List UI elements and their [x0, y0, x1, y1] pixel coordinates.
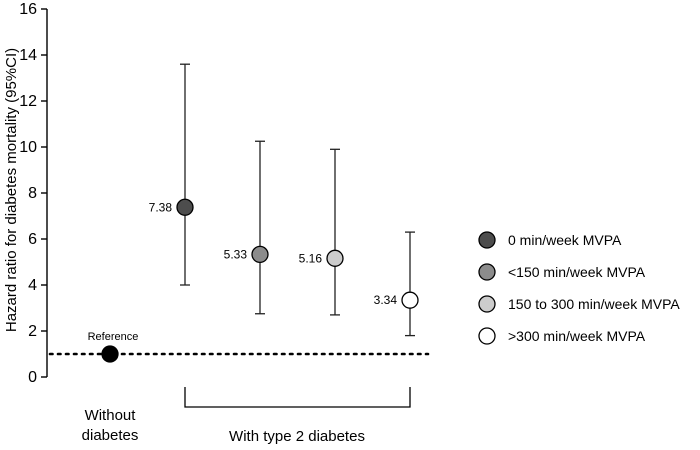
group-bracket: [184, 387, 411, 408]
legend-marker-2: [478, 295, 496, 313]
y-tick-label-8: 16: [19, 1, 37, 18]
y-axis-label: Hazard ratio for diabetes mortality (95%…: [3, 48, 20, 332]
legend-label-3: >300 min/week MVPA: [508, 328, 646, 344]
point-label-3: 5.16: [299, 251, 323, 265]
y-tick-label-6: 12: [19, 93, 37, 110]
point-label-1: 7.38: [149, 200, 173, 214]
point-label-0: Reference: [88, 331, 139, 343]
y-tick-label-2: 4: [28, 277, 37, 294]
y-tick-label-4: 8: [28, 185, 37, 202]
y-tick-label-1: 2: [28, 323, 37, 340]
legend-label-0: 0 min/week MVPA: [508, 232, 622, 248]
legend: 0 min/week MVPA <150 min/week MVPA 150 to …: [478, 231, 680, 345]
legend-marker-3: [478, 327, 496, 345]
group-label-without-1: diabetes: [82, 427, 139, 444]
data-point-4: [401, 291, 419, 309]
point-label-4: 3.34: [374, 293, 398, 307]
y-tick-label-3: 6: [28, 231, 37, 248]
y-tick-label-5: 10: [19, 139, 37, 156]
legend-label-1: <150 min/week MVPA: [508, 264, 646, 280]
legend-label-2: 150 to 300 min/week MVPA: [508, 296, 680, 312]
group-label-without-0: Without: [85, 407, 137, 424]
data-point-1: [176, 198, 194, 216]
legend-marker-1: [478, 263, 496, 281]
y-tick-label-7: 14: [19, 47, 37, 64]
y-axis: 0 2 4 6 8 10 12 14 16: [19, 1, 48, 386]
data-points: Reference 7.38 5.33 5.16 3.34: [88, 63, 419, 363]
group-label-with-diabetes: With type 2 diabetes: [229, 428, 365, 445]
data-point-2: [251, 245, 269, 264]
y-tick-label-0: 0: [28, 369, 37, 386]
point-label-2: 5.33: [224, 247, 248, 261]
data-point-3: [326, 249, 344, 267]
legend-marker-0: [478, 231, 496, 249]
group-brackets: Without diabetes With type 2 diabetes: [82, 387, 411, 445]
data-point-0: [101, 345, 119, 363]
